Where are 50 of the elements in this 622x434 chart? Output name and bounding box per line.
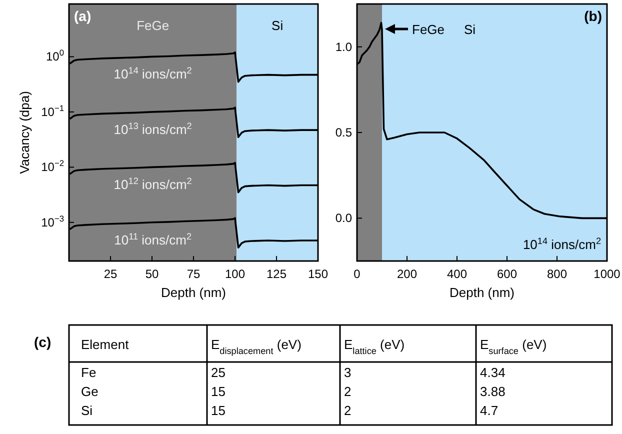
x-tick-label: 1000 bbox=[594, 267, 621, 281]
annotation: (a) bbox=[74, 8, 92, 24]
x-tick-label: 50 bbox=[145, 267, 159, 281]
y-tick-label: 10$^{−3}$ bbox=[41, 213, 64, 230]
annotation: (b) bbox=[584, 8, 602, 24]
y-tick-label: 0.5 bbox=[335, 126, 352, 140]
series-label: 10$^{12}$ ions/cm$^{2}$ bbox=[114, 176, 192, 192]
text: E$_{surface}$ (eV) bbox=[480, 337, 547, 356]
text: 3.88 bbox=[480, 384, 506, 399]
x-axis-title: Depth (nm) bbox=[449, 285, 515, 300]
series-label: 10$^{13}$ ions/cm$^{2}$ bbox=[114, 120, 192, 137]
y-tick-label: 10$^{−1}$ bbox=[41, 102, 64, 119]
y-axis-title: Vacancy (dpa) bbox=[17, 91, 32, 174]
x-tick-label: 0 bbox=[354, 267, 361, 281]
text: Ge bbox=[81, 384, 98, 399]
y-tick-label: 1.0 bbox=[335, 40, 352, 54]
series-label: 10$^{14}$ ions/cm$^{2}$ bbox=[114, 66, 192, 82]
y-tick-label: 10$^{0}$ bbox=[46, 48, 64, 64]
text: 3 bbox=[344, 365, 352, 380]
band-label: FeGe bbox=[136, 18, 170, 33]
text: 4.34 bbox=[480, 365, 506, 380]
x-tick-label: 75 bbox=[186, 267, 200, 281]
text: 15 bbox=[211, 384, 226, 399]
x-tick-label: 125 bbox=[266, 267, 287, 281]
text: 15 bbox=[211, 403, 226, 418]
text: 2 bbox=[344, 403, 352, 418]
x-tick-label: 600 bbox=[496, 267, 518, 281]
band-label: FeGe bbox=[412, 22, 445, 37]
text: Si bbox=[81, 403, 93, 418]
x-tick-label: 800 bbox=[546, 267, 568, 281]
text: E$_{displacement}$ (eV) bbox=[211, 337, 302, 356]
text: E$_{lattice}$ (eV) bbox=[344, 337, 405, 356]
x-tick-label: 400 bbox=[446, 267, 468, 281]
band-label: Si bbox=[464, 22, 476, 37]
x-tick-label: 100 bbox=[224, 267, 246, 281]
x-tick-label: 25 bbox=[104, 267, 118, 281]
text: 25 bbox=[211, 365, 226, 380]
series-label: 10$^{11}$ ions/cm$^{2}$ bbox=[114, 231, 192, 248]
text: 4.7 bbox=[480, 403, 498, 418]
text: 2 bbox=[344, 384, 352, 399]
text: Fe bbox=[81, 365, 96, 380]
y-tick-label: 10$^{−2}$ bbox=[41, 158, 64, 174]
x-tick-label: 200 bbox=[396, 267, 418, 281]
annotation: 10$^{14}$ ions/cm$^{2}$ bbox=[522, 236, 601, 252]
text: (c) bbox=[34, 334, 52, 350]
x-tick-label: 150 bbox=[308, 267, 328, 281]
text: Element bbox=[81, 337, 130, 352]
y-tick-label: 0.0 bbox=[335, 211, 352, 226]
band-label: Si bbox=[272, 18, 284, 33]
x-axis-title: Depth (nm) bbox=[160, 285, 226, 300]
